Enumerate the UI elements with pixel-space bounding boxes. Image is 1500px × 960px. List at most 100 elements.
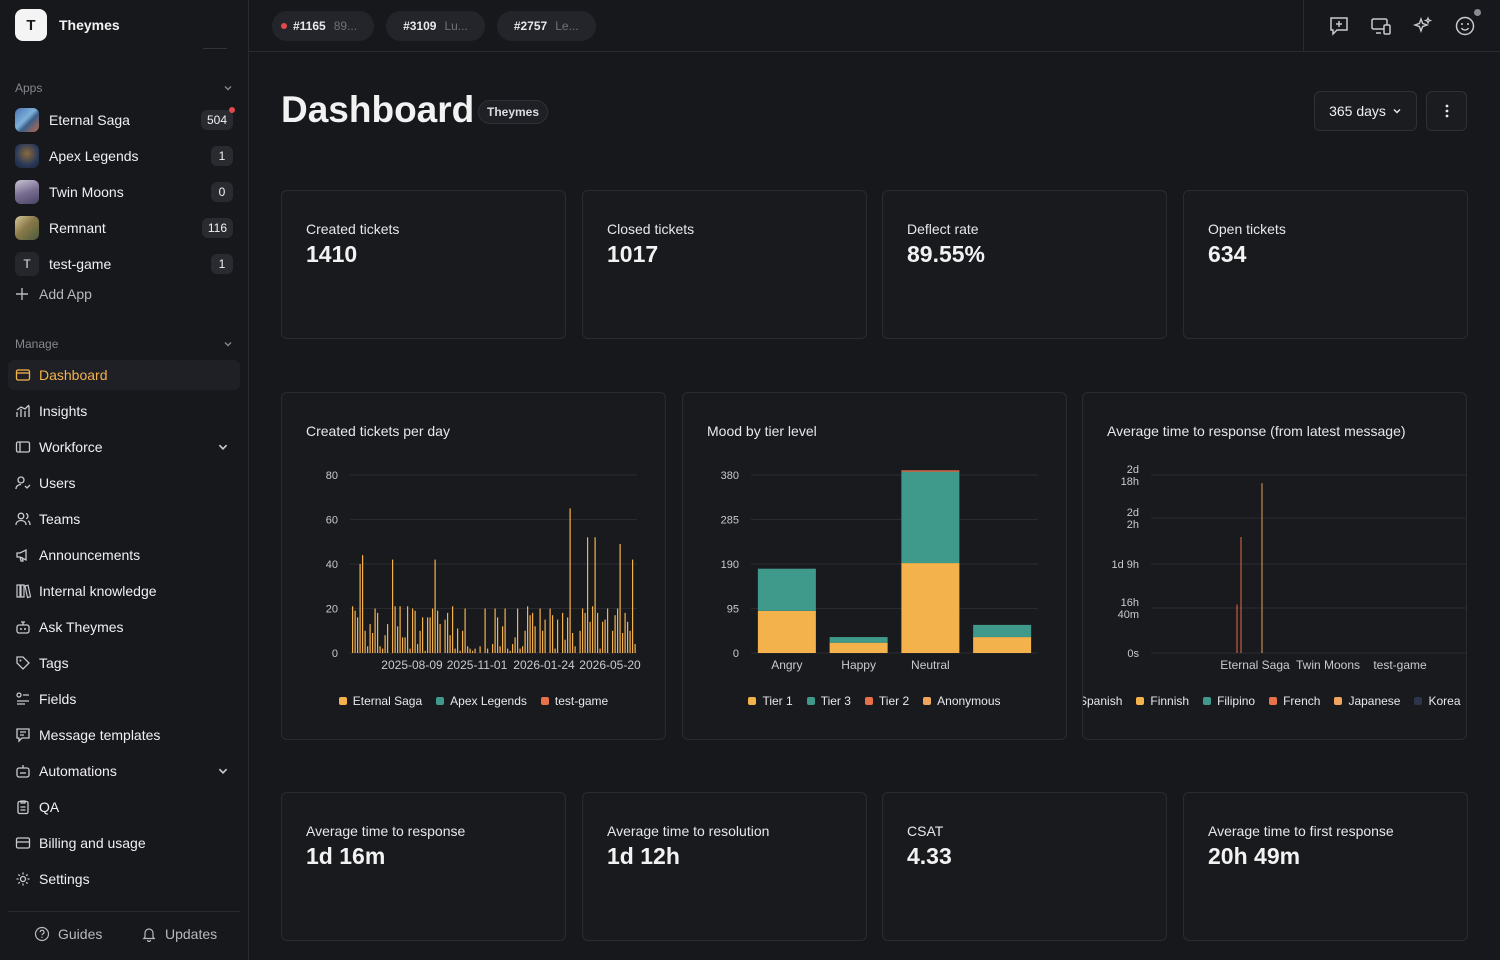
- ticket-tab[interactable]: #2757 Le...: [496, 10, 596, 41]
- data-bar: [629, 630, 631, 654]
- sidebar-item-message-templates[interactable]: Message templates: [8, 720, 240, 750]
- sidebar-item-qa[interactable]: QA: [8, 792, 240, 822]
- stat-card-open-tickets: Open tickets 634: [1183, 190, 1468, 339]
- nav-label: Billing and usage: [39, 835, 146, 851]
- ticket-tab[interactable]: #3109 Lu...: [386, 10, 485, 41]
- legend-item[interactable]: Tier 3: [806, 694, 851, 708]
- guides-button[interactable]: Guides: [34, 926, 102, 942]
- new-message-icon[interactable]: [1328, 15, 1350, 37]
- sidebar-item-tags[interactable]: Tags: [8, 648, 240, 678]
- gear-icon: [15, 871, 31, 887]
- data-bar: [394, 606, 396, 653]
- profile-smiley-icon[interactable]: [1454, 9, 1481, 37]
- legend-swatch: [923, 697, 932, 705]
- legend-item[interactable]: Apex Legends: [436, 694, 527, 708]
- legend-item[interactable]: Finnish: [1136, 694, 1189, 708]
- sidebar-item-ask-theymes[interactable]: Ask Theymes: [8, 612, 240, 642]
- legend-label: Eternal Saga: [352, 694, 423, 708]
- y-tick-label: 0: [332, 648, 338, 660]
- status-dot: [1474, 9, 1481, 16]
- apps-section-header[interactable]: Apps: [0, 78, 248, 98]
- sidebar-item-workforce[interactable]: Workforce: [8, 432, 240, 462]
- data-bar: [562, 612, 564, 653]
- nav-label: Automations: [39, 763, 117, 779]
- app-count-badge: 504: [200, 107, 235, 130]
- legend-item[interactable]: Korea: [1414, 694, 1461, 708]
- legend-item[interactable]: Anonymous: [923, 694, 1001, 708]
- ticket-id: #1165: [293, 18, 326, 33]
- legend-item[interactable]: Filipino: [1203, 694, 1255, 708]
- sidebar-item-announcements[interactable]: Announcements: [8, 540, 240, 570]
- sidebar-item-teams[interactable]: Teams: [8, 504, 240, 534]
- app-thumbnail-icon: [15, 216, 39, 240]
- nav-label: Workforce: [39, 439, 103, 455]
- nav-label: Users: [39, 475, 76, 491]
- sidebar-item-users[interactable]: Users: [8, 468, 240, 498]
- legend-item[interactable]: Eternal Saga: [338, 694, 423, 708]
- billing-icon: [15, 835, 31, 851]
- sidebar-app-eternal-saga[interactable]: Eternal Saga 504: [15, 106, 235, 134]
- y-tick-label: 0s: [1127, 648, 1139, 660]
- data-bar: [567, 617, 569, 653]
- legend-item[interactable]: Tier 1: [748, 694, 793, 708]
- stat-card-csat: CSAT 4.33: [882, 792, 1167, 941]
- updates-button[interactable]: Updates: [141, 926, 217, 942]
- sparkles-icon[interactable]: [1412, 15, 1434, 37]
- data-bar: [514, 637, 516, 653]
- stat-label: Closed tickets: [607, 221, 695, 237]
- data-bar: [614, 615, 616, 653]
- legend-item[interactable]: test-game: [540, 694, 608, 708]
- sidebar-item-insights[interactable]: Insights: [8, 396, 240, 426]
- stat-value: 1410: [306, 241, 358, 267]
- chevron-down-icon: [218, 444, 228, 450]
- devices-icon[interactable]: [1370, 15, 1392, 37]
- stat-value: 634: [1208, 241, 1247, 267]
- unread-dot: [281, 22, 287, 29]
- nav-label: Ask Theymes: [39, 619, 124, 635]
- app-letter-avatar: T: [15, 252, 39, 276]
- sidebar-item-internal-knowledge[interactable]: Internal knowledge: [8, 576, 240, 606]
- sidebar-item-billing[interactable]: Billing and usage: [8, 828, 240, 858]
- add-app-button[interactable]: Add App: [15, 286, 92, 302]
- legend-swatch: [1269, 697, 1278, 705]
- nav-label: Announcements: [39, 547, 141, 563]
- data-bar: [359, 564, 361, 653]
- sidebar-app-twin-moons[interactable]: Twin Moons 0: [15, 178, 233, 206]
- data-bar: [392, 559, 394, 654]
- legend-item[interactable]: Japanese: [1334, 694, 1400, 708]
- sidebar-item-dashboard[interactable]: Dashboard: [8, 360, 240, 390]
- x-tick-label: Neutral: [911, 658, 950, 672]
- workspace-switcher[interactable]: T Theymes: [0, 0, 248, 50]
- stacked-bar-segment: [829, 642, 888, 653]
- data-bar: [374, 608, 376, 653]
- sidebar-item-fields[interactable]: Fields: [8, 684, 240, 714]
- sidebar-app-apex-legends[interactable]: Apex Legends 1: [15, 142, 233, 170]
- legend-item[interactable]: French: [1269, 694, 1320, 708]
- y-tick-label: 40: [326, 559, 338, 571]
- legend-item[interactable]: Spanish: [1083, 694, 1122, 708]
- data-bar: [459, 650, 461, 653]
- legend-label: Japanese: [1348, 694, 1401, 708]
- sidebar-item-automations[interactable]: Automations: [8, 756, 240, 786]
- data-bar: [607, 608, 609, 653]
- data-bar: [372, 633, 374, 653]
- date-range-select[interactable]: 365 days: [1314, 91, 1417, 131]
- more-options-button[interactable]: [1426, 91, 1467, 131]
- manage-section-header[interactable]: Manage: [0, 334, 248, 354]
- data-bar: [409, 648, 411, 654]
- chart-card-tickets-per-day: Created tickets per day 0 20 40 60 80 2025-08…: [281, 392, 666, 740]
- legend-label: Finnish: [1150, 694, 1190, 708]
- data-bar: [622, 633, 624, 653]
- sidebar-app-test-game[interactable]: T test-game 1: [15, 250, 233, 278]
- page-title: Dashboard: [281, 89, 475, 130]
- sidebar-item-settings[interactable]: Settings: [8, 864, 240, 894]
- users-icon: [15, 475, 31, 491]
- add-app-label: Add App: [39, 286, 92, 302]
- ticket-tab[interactable]: #1165 89...: [272, 10, 375, 41]
- sidebar-app-remnant[interactable]: Remnant 116: [15, 214, 233, 242]
- legend-item[interactable]: Tier 2: [864, 694, 909, 708]
- sidebar: T Theymes Apps Eternal Saga 504 Apex Leg…: [0, 0, 249, 960]
- chevron-down-icon: [1393, 109, 1401, 114]
- tickets-per-day-chart: 0 20 40 60 80 2025-08-09 2025-11-01 2026-01-24 2…: [326, 470, 641, 672]
